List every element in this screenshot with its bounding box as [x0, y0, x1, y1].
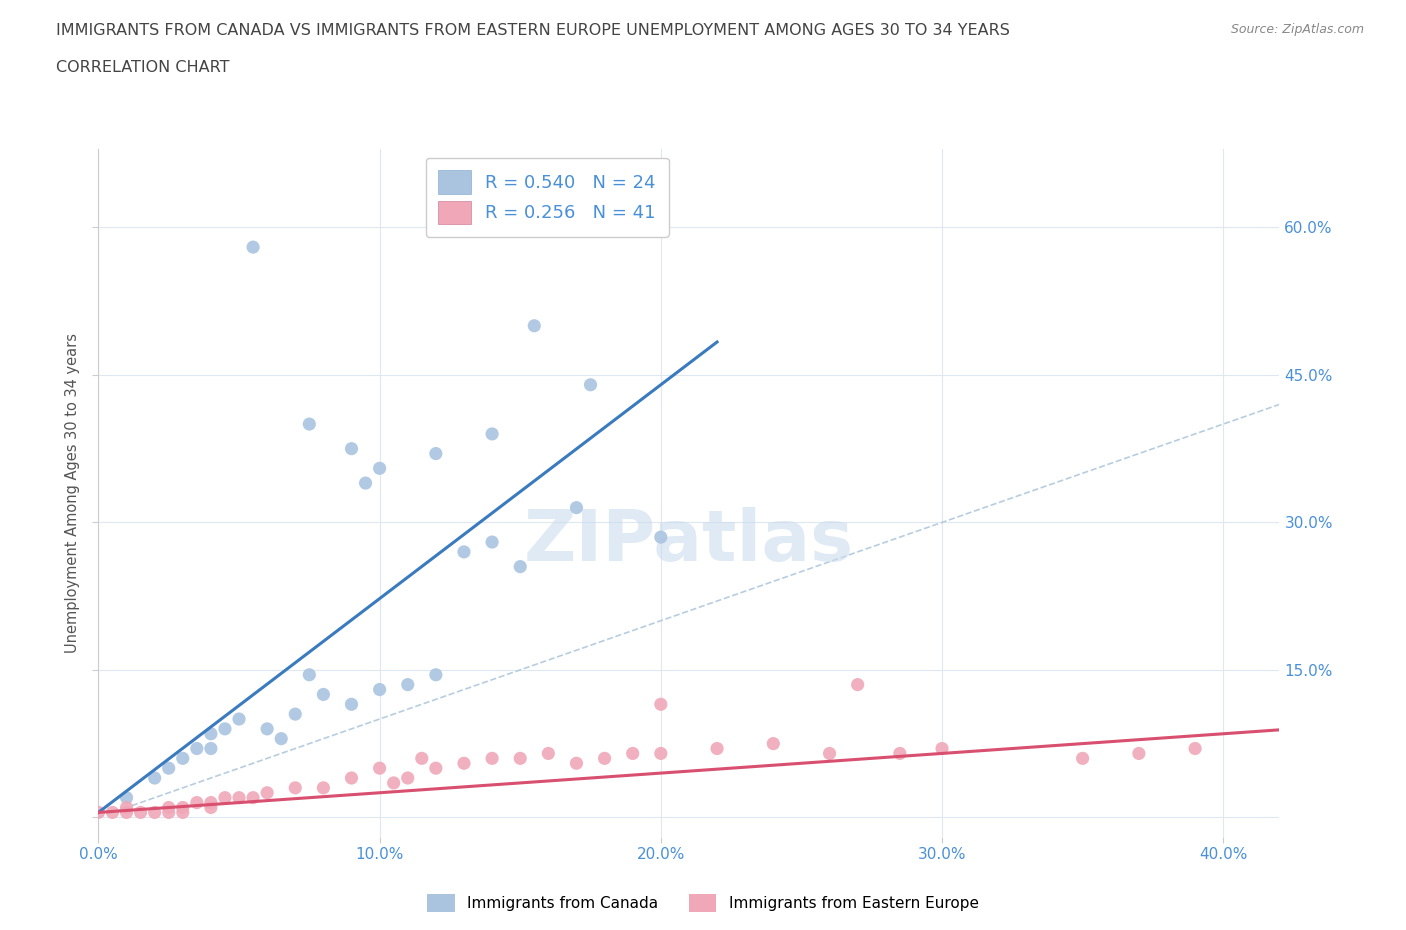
Point	[509, 751, 531, 765]
Point	[340, 771, 363, 786]
Point	[1128, 746, 1150, 761]
Point	[115, 805, 138, 820]
Point	[509, 559, 531, 574]
Point	[143, 805, 166, 820]
Point	[157, 761, 180, 776]
Point	[1184, 741, 1206, 756]
Point	[481, 751, 503, 765]
Point	[818, 746, 841, 761]
Point	[115, 790, 138, 805]
Point	[425, 668, 447, 683]
Point	[382, 776, 405, 790]
Point	[579, 378, 602, 392]
Point	[650, 530, 672, 545]
Point	[537, 746, 560, 761]
Point	[242, 790, 264, 805]
Legend: Immigrants from Canada, Immigrants from Eastern Europe: Immigrants from Canada, Immigrants from …	[422, 888, 984, 918]
Point	[565, 756, 588, 771]
Point	[368, 682, 391, 697]
Point	[312, 687, 335, 702]
Point	[214, 790, 236, 805]
Point	[523, 318, 546, 333]
Point	[87, 805, 110, 820]
Point	[340, 441, 363, 456]
Point	[242, 240, 264, 255]
Point	[200, 726, 222, 741]
Point	[186, 741, 208, 756]
Point	[101, 805, 124, 820]
Point	[284, 707, 307, 722]
Point	[200, 800, 222, 815]
Point	[298, 417, 321, 432]
Point	[621, 746, 644, 761]
Point	[1071, 751, 1094, 765]
Point	[186, 795, 208, 810]
Text: CORRELATION CHART: CORRELATION CHART	[56, 60, 229, 75]
Legend: R = 0.540   N = 24, R = 0.256   N = 41: R = 0.540 N = 24, R = 0.256 N = 41	[426, 158, 669, 237]
Point	[228, 711, 250, 726]
Point	[565, 500, 588, 515]
Point	[931, 741, 953, 756]
Point	[368, 461, 391, 476]
Point	[411, 751, 433, 765]
Point	[270, 731, 292, 746]
Point	[453, 544, 475, 559]
Point	[157, 800, 180, 815]
Point	[115, 800, 138, 815]
Point	[256, 722, 278, 737]
Point	[256, 785, 278, 800]
Point	[846, 677, 869, 692]
Point	[396, 677, 419, 692]
Point	[157, 805, 180, 820]
Point	[762, 737, 785, 751]
Point	[172, 800, 194, 815]
Point	[172, 751, 194, 765]
Text: Source: ZipAtlas.com: Source: ZipAtlas.com	[1230, 23, 1364, 36]
Point	[129, 805, 152, 820]
Text: IMMIGRANTS FROM CANADA VS IMMIGRANTS FROM EASTERN EUROPE UNEMPLOYMENT AMONG AGES: IMMIGRANTS FROM CANADA VS IMMIGRANTS FRO…	[56, 23, 1010, 38]
Point	[214, 722, 236, 737]
Point	[706, 741, 728, 756]
Point	[425, 761, 447, 776]
Point	[889, 746, 911, 761]
Point	[453, 756, 475, 771]
Point	[200, 795, 222, 810]
Point	[650, 746, 672, 761]
Point	[298, 668, 321, 683]
Point	[143, 771, 166, 786]
Point	[481, 427, 503, 442]
Point	[312, 780, 335, 795]
Point	[200, 741, 222, 756]
Point	[368, 761, 391, 776]
Point	[284, 780, 307, 795]
Point	[481, 535, 503, 550]
Point	[172, 805, 194, 820]
Point	[650, 697, 672, 711]
Point	[593, 751, 616, 765]
Point	[425, 446, 447, 461]
Point	[354, 475, 377, 490]
Text: ZIPatlas: ZIPatlas	[524, 507, 853, 576]
Y-axis label: Unemployment Among Ages 30 to 34 years: Unemployment Among Ages 30 to 34 years	[65, 333, 80, 653]
Point	[396, 771, 419, 786]
Point	[228, 790, 250, 805]
Point	[340, 697, 363, 711]
